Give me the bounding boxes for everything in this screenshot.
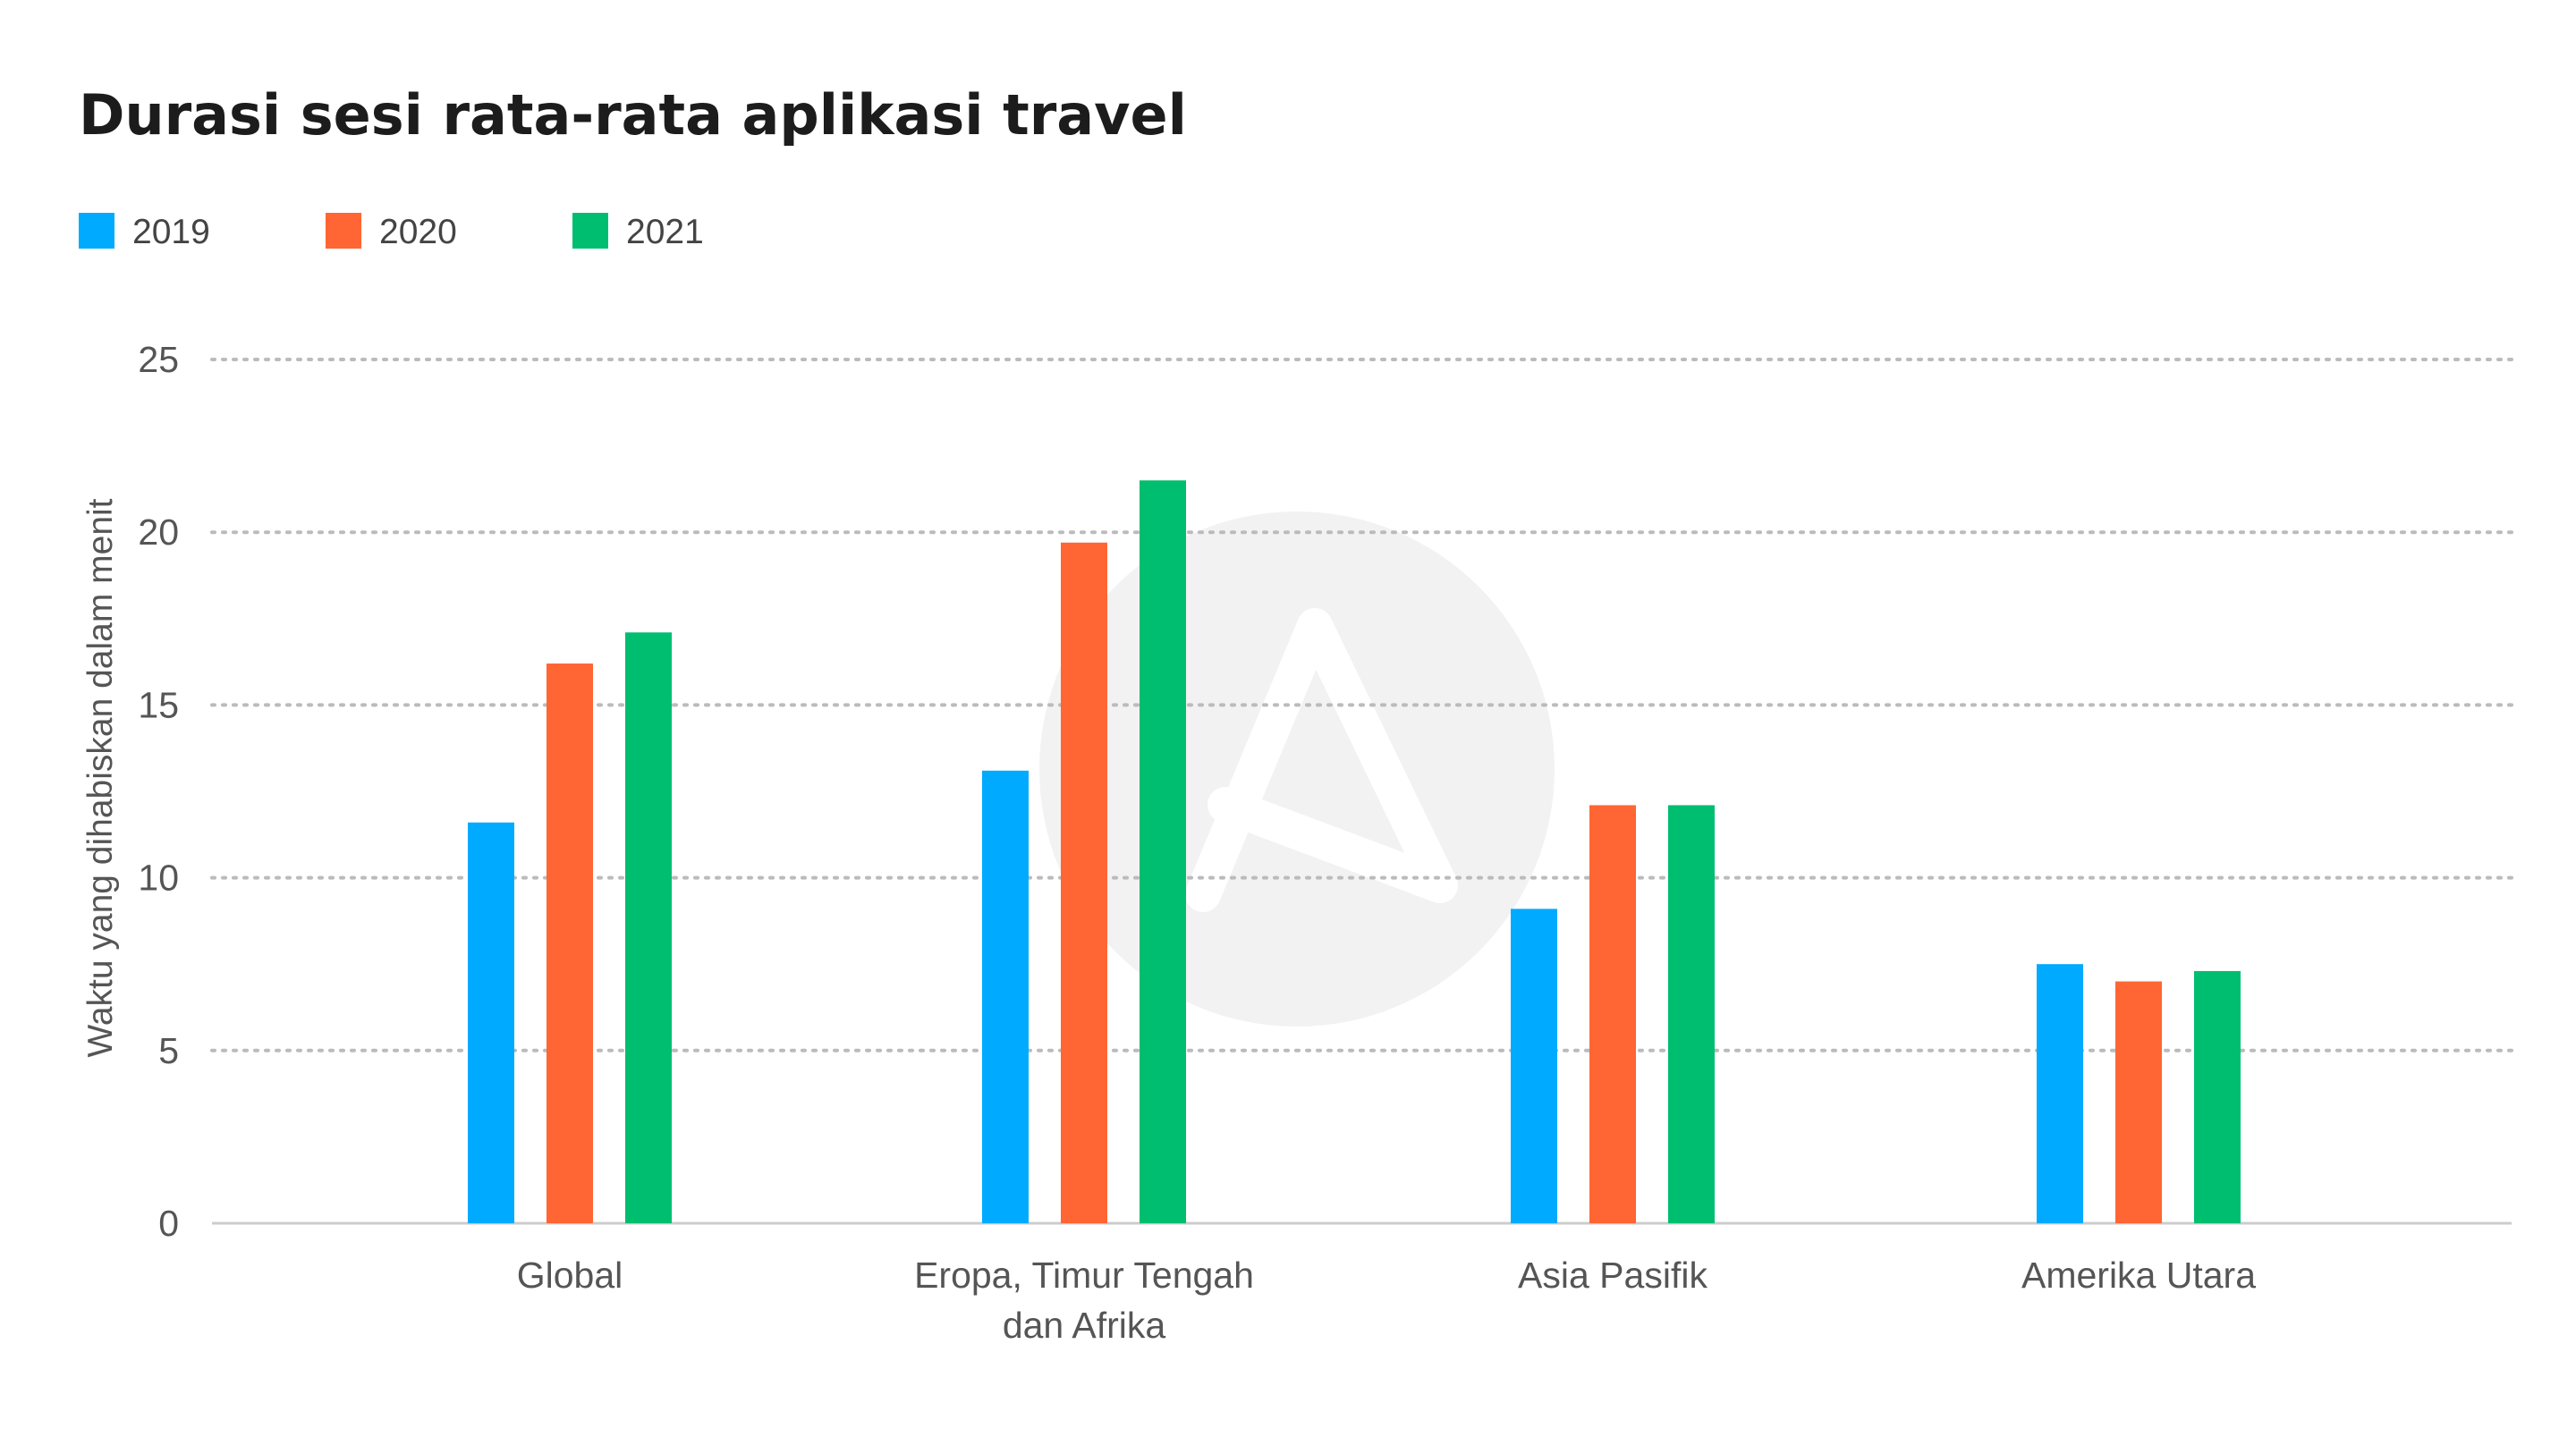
x-category-label: Eropa, Timur Tengah — [914, 1255, 1254, 1296]
y-tick-label: 10 — [138, 858, 179, 899]
legend-label-2020: 2020 — [379, 213, 457, 251]
x-category-label: dan Afrika — [1003, 1305, 1166, 1346]
y-tick-label: 20 — [138, 511, 179, 553]
bar-2019-1 — [982, 770, 1029, 1223]
y-tick-label: 5 — [158, 1030, 179, 1071]
legend-label-2021: 2021 — [626, 213, 704, 251]
watermark-circle — [1039, 511, 1555, 1027]
legend-swatch-2020 — [326, 213, 361, 249]
bar-2020-3 — [2115, 981, 2162, 1223]
x-axis-categories: Global Eropa, Timur Tengah dan Afrika Asia … — [517, 1255, 2256, 1346]
y-axis-label: Waktu yang dihabiskan dalam menit — [81, 498, 120, 1057]
bar-2020-0 — [547, 664, 593, 1223]
bar-2019-0 — [468, 822, 514, 1223]
bar-2020-2 — [1589, 805, 1636, 1223]
bar-2021-1 — [1140, 480, 1186, 1223]
x-category-label: Amerika Utara — [2021, 1255, 2256, 1296]
legend-swatch-2019 — [79, 213, 114, 249]
bar-2019-2 — [1511, 909, 1557, 1223]
legend: 2019 2020 2021 — [79, 213, 704, 251]
grid-lines — [210, 358, 2513, 1052]
legend-swatch-2021 — [572, 213, 608, 249]
x-category-label: Asia Pasifik — [1518, 1255, 1707, 1296]
y-tick-label: 0 — [158, 1203, 179, 1244]
x-category-label: Global — [517, 1255, 623, 1296]
y-tick-label: 15 — [138, 684, 179, 725]
bar-2020-1 — [1061, 542, 1107, 1223]
y-axis-ticks: 0 5 10 15 20 25 — [138, 339, 179, 1244]
logo-a-icon — [1185, 608, 1458, 912]
chart-title: Durasi sesi rata-rata aplikasi travel — [79, 82, 1187, 148]
bar-2021-2 — [1668, 805, 1715, 1223]
bar-2021-3 — [2194, 970, 2241, 1223]
bar-2021-0 — [625, 632, 672, 1223]
bars — [468, 480, 2241, 1223]
watermark — [1039, 511, 1555, 1027]
y-tick-label: 25 — [138, 339, 179, 380]
bar-2019-3 — [2037, 964, 2083, 1223]
legend-label-2019: 2019 — [132, 213, 210, 251]
